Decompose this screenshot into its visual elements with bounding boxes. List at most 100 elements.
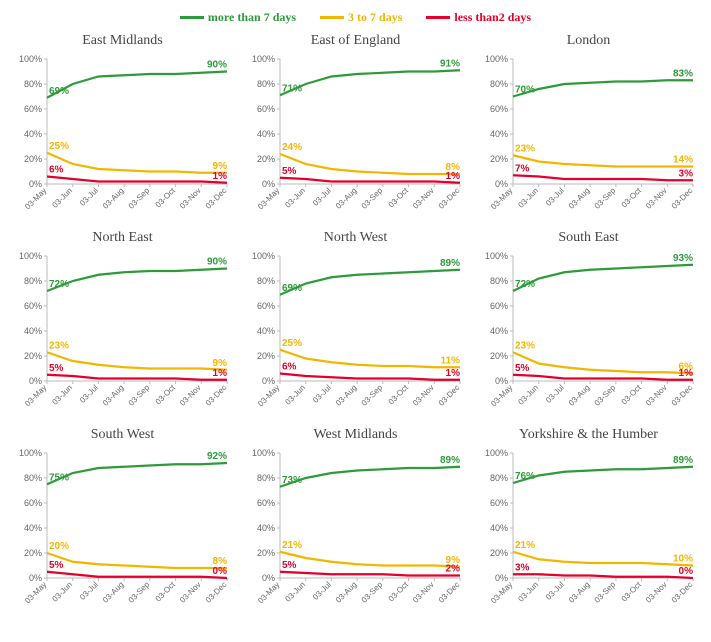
legend-item: more than 7 days [180,10,296,25]
x-tick-label: 03-May [23,580,48,605]
legend-item: less than2 days [426,10,531,25]
x-tick-label: 03-Aug [100,383,125,408]
x-tick-label: 03-Sep [359,580,384,605]
y-tick-label: 20% [489,548,507,558]
series-start-label: 75% [49,472,69,483]
y-tick-label: 40% [256,523,274,533]
x-tick-label: 03-Oct [619,383,643,407]
chart-panel: East Midlands0%20%40%60%80%100%03-May03-… [10,33,235,226]
x-tick-label: 03-Oct [386,383,410,407]
y-tick-label: 20% [256,548,274,558]
series-start-label: 7% [515,163,530,174]
chart-svg: 0%20%40%60%80%100%03-May03-Jun03-Jul03-A… [479,248,699,423]
series-start-label: 73% [282,475,302,486]
series-line-orange [513,552,693,566]
series-start-label: 69% [49,86,69,97]
x-tick-label: 03-Nov [644,186,669,211]
y-tick-label: 80% [489,276,507,286]
x-tick-label: 03-Jul [544,186,566,208]
series-end-label: 2% [445,564,460,575]
chart-panel: North East0%20%40%60%80%100%03-May03-Jun… [10,230,235,423]
x-tick-label: 03-Sep [359,186,384,211]
y-tick-label: 100% [484,54,507,64]
y-tick-label: 60% [489,498,507,508]
series-start-label: 76% [515,471,535,482]
y-tick-label: 100% [18,251,41,261]
series-start-label: 25% [49,141,69,152]
series-line-orange [47,553,227,568]
y-tick-label: 20% [23,154,41,164]
y-tick-label: 100% [18,448,41,458]
series-end-label: 93% [672,253,692,264]
series-start-label: 20% [49,541,69,552]
legend-swatch [426,16,450,19]
x-tick-label: 03-Sep [126,580,151,605]
series-end-label: 89% [439,455,459,466]
series-end-label: 1% [445,368,460,379]
y-tick-label: 20% [256,351,274,361]
y-tick-label: 80% [23,276,41,286]
series-end-label: 1% [212,368,227,379]
y-tick-label: 20% [256,154,274,164]
legend-swatch [320,16,344,19]
series-start-label: 5% [49,560,64,571]
chart-panel: East of England0%20%40%60%80%100%03-May0… [243,33,468,226]
y-tick-label: 60% [256,301,274,311]
x-tick-label: 03-Oct [153,383,177,407]
chart-panel: West Midlands0%20%40%60%80%100%03-May03-… [243,427,468,620]
x-tick-label: 03-Aug [333,186,358,211]
y-tick-label: 40% [489,326,507,336]
chart-panel: London0%20%40%60%80%100%03-May03-Jun03-J… [476,33,701,226]
x-tick-label: 03-May [489,186,514,211]
chart-grid: East Midlands0%20%40%60%80%100%03-May03-… [10,33,701,620]
y-tick-label: 20% [489,351,507,361]
x-tick-label: 03-May [256,580,281,605]
series-line-orange [280,350,460,368]
series-end-label: 0% [678,566,693,577]
x-tick-label: 03-May [256,383,281,408]
y-tick-label: 100% [484,448,507,458]
y-tick-label: 20% [23,351,41,361]
x-tick-label: 03-Oct [153,186,177,210]
y-tick-label: 80% [489,473,507,483]
series-line-orange [47,153,227,173]
x-tick-label: 03-Aug [333,580,358,605]
x-tick-label: 03-Jun [516,186,540,210]
series-line-red [47,177,227,183]
x-tick-label: 03-Nov [178,383,203,408]
series-end-label: 1% [212,171,227,182]
series-line-red [280,572,460,576]
panel-title: South West [91,427,155,443]
y-tick-label: 100% [251,54,274,64]
chart-panel: North West0%20%40%60%80%100%03-May03-Jun… [243,230,468,423]
y-tick-label: 60% [489,104,507,114]
x-tick-label: 03-Oct [153,580,177,604]
x-tick-label: 03-Nov [411,186,436,211]
x-tick-label: 03-Nov [178,186,203,211]
x-tick-label: 03-Jun [283,186,307,210]
x-tick-label: 03-Aug [100,580,125,605]
chart-svg: 0%20%40%60%80%100%03-May03-Jun03-Jul03-A… [246,248,466,423]
x-tick-label: 03-Jun [516,383,540,407]
y-tick-label: 60% [489,301,507,311]
y-tick-label: 20% [23,548,41,558]
y-tick-label: 40% [23,523,41,533]
series-line-orange [513,352,693,373]
series-line-red [47,375,227,380]
chart-svg: 0%20%40%60%80%100%03-May03-Jun03-Jul03-A… [246,51,466,226]
y-tick-label: 40% [489,129,507,139]
series-end-label: 91% [439,58,459,69]
series-start-label: 6% [282,362,297,373]
x-tick-label: 03-Jul [78,383,100,405]
x-tick-label: 03-Aug [333,383,358,408]
x-tick-label: 03-Nov [644,580,669,605]
y-tick-label: 40% [23,326,41,336]
x-tick-label: 03-Oct [386,580,410,604]
legend: more than 7 days 3 to 7 days less than2 da… [10,10,701,25]
x-tick-label: 03-May [256,186,281,211]
legend-item: 3 to 7 days [320,10,402,25]
y-tick-label: 20% [489,154,507,164]
y-tick-label: 80% [256,473,274,483]
x-tick-label: 03-Jul [311,580,333,602]
x-tick-label: 03-Dec [669,580,694,605]
